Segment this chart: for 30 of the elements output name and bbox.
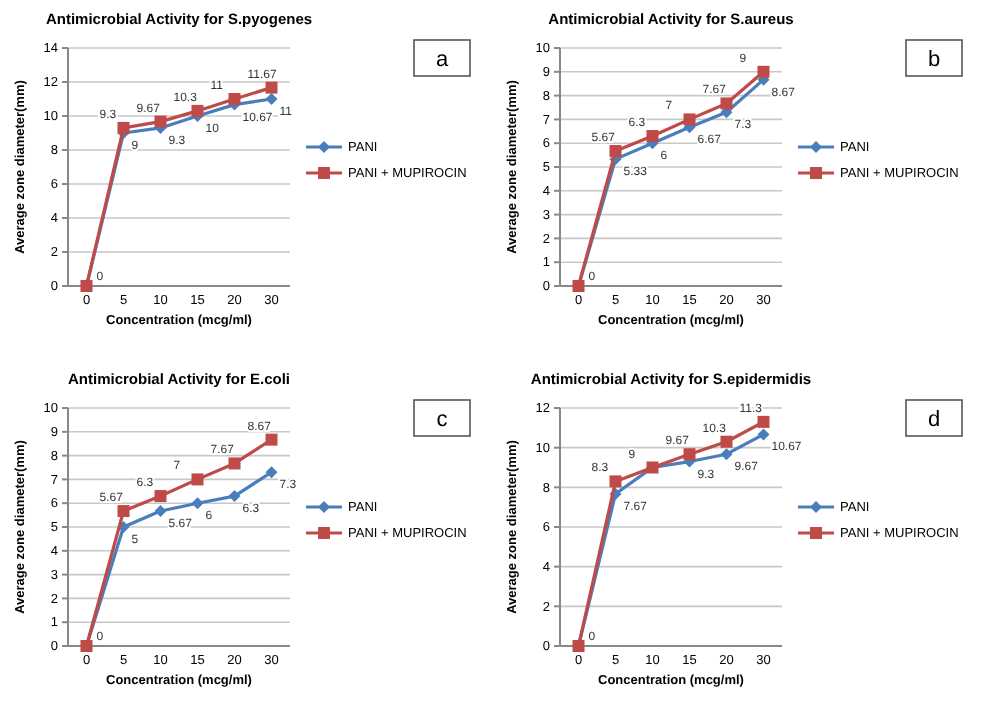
point — [154, 115, 167, 128]
text: c — [436, 407, 449, 432]
point — [265, 81, 278, 94]
point — [117, 505, 130, 518]
point — [720, 97, 733, 110]
point — [646, 130, 659, 143]
point — [757, 428, 770, 441]
point — [265, 433, 278, 446]
point — [117, 121, 130, 134]
point — [757, 415, 770, 428]
text: a — [435, 47, 450, 72]
point — [683, 113, 696, 126]
point — [757, 65, 770, 78]
text: d — [927, 407, 941, 432]
point — [228, 457, 241, 470]
point — [609, 145, 622, 158]
text: b — [927, 47, 941, 72]
point — [191, 497, 204, 510]
point — [265, 93, 278, 105]
point — [228, 490, 241, 503]
point — [720, 448, 733, 461]
point — [154, 505, 167, 518]
point — [683, 448, 696, 461]
point — [265, 466, 278, 479]
point — [154, 490, 167, 503]
point — [191, 473, 204, 486]
point — [228, 93, 241, 105]
point — [720, 435, 733, 448]
point — [191, 104, 204, 117]
point — [609, 475, 622, 488]
